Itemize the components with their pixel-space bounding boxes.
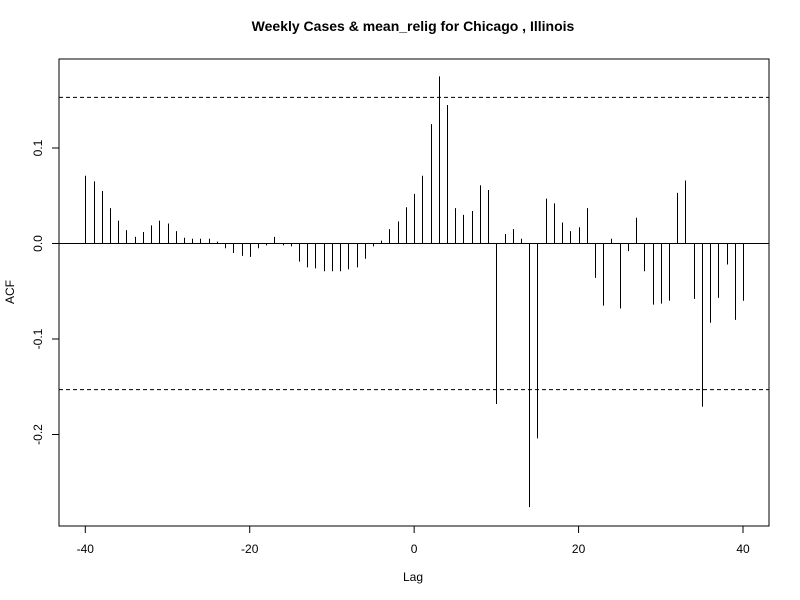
x-tick-label: -40 [77,542,95,556]
x-tick-label: 20 [572,542,586,556]
y-axis-label: ACF [3,280,17,304]
chart-title: Weekly Cases & mean_relig for Chicago , … [252,18,575,34]
y-tick-label: -0.1 [31,328,45,349]
y-tick-label: -0.2 [31,424,45,445]
acf-spikes [85,76,744,508]
x-tick-label: 40 [736,542,750,556]
x-tick-label: 0 [411,542,418,556]
x-axis: -40 -20 0 20 40 [77,525,750,556]
y-tick-label: 0.1 [31,139,45,156]
plot-frame [58,58,770,527]
y-axis: -0.2 -0.1 0.0 0.1 [31,139,60,445]
x-axis-label: Lag [403,570,423,584]
x-tick-label: -20 [241,542,259,556]
y-tick-label: 0.0 [31,235,45,252]
